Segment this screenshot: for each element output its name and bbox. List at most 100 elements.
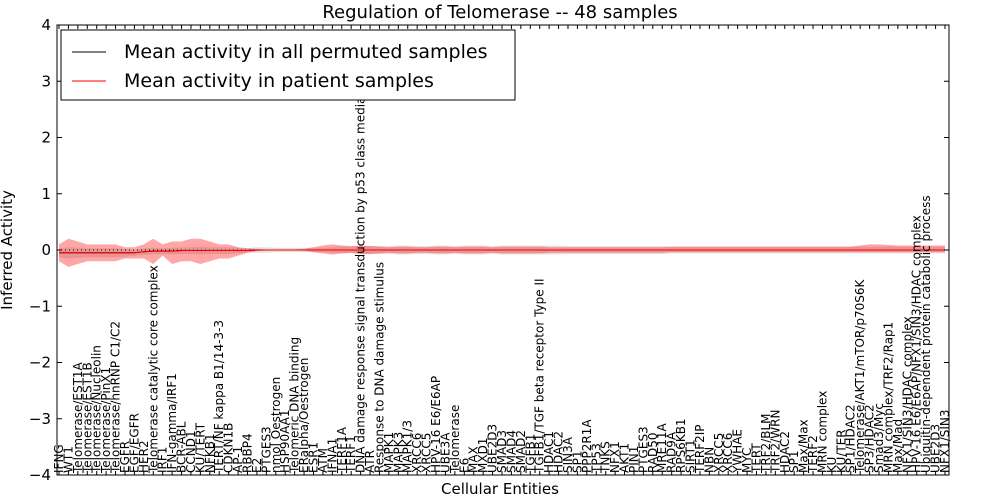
legend-box — [60, 29, 516, 101]
x-tick-label: TERF1A — [335, 426, 349, 474]
x-tick-label: SMAD4 — [504, 430, 518, 473]
y-axis-label: Inferred Activity — [0, 190, 16, 310]
y-tick-label: 0 — [41, 241, 51, 259]
y-tick-label: 3 — [41, 72, 51, 90]
x-tick-label: Telomerase catalytic core complex — [146, 265, 160, 474]
x-tick-label: Telomeric DNA binding — [288, 337, 302, 474]
x-tick-label: CDKN1B — [222, 423, 236, 473]
chart-title: Regulation of Telomerase -- 48 samples — [322, 2, 677, 23]
x-axis-label: Cellular Entities — [441, 480, 559, 498]
legend: Mean activity in all permuted samples Mea… — [60, 29, 516, 101]
x-tick-label: E6 — [457, 458, 471, 473]
x-tick-label: XRCC5 — [712, 433, 726, 473]
x-tick-label: AKT1 — [618, 443, 632, 473]
x-tick-label: Telomerase — [448, 405, 462, 474]
y-tick-label: −3 — [29, 410, 51, 428]
x-tick-label: MRN complex — [815, 391, 829, 473]
x-tick-label: TGFB1/TGF beta receptor Type II — [533, 278, 547, 474]
x-tick-label: KU/TERT — [193, 422, 207, 473]
x-tick-label: SP3/HDAC2 — [863, 404, 877, 473]
x-tick-label: TERF2 — [806, 435, 820, 474]
x-tick-label: RPS6KB1 — [674, 418, 688, 473]
x-tick-label: SMAD3 — [495, 430, 509, 473]
x-tick-label: XRCC5 — [420, 433, 434, 473]
x-tick-label: HER2 — [137, 440, 151, 473]
x-tick-label: DNA damage response signal transduction … — [354, 80, 368, 473]
x-tick-label: MXD1 — [476, 438, 490, 473]
x-tick-label: MYC — [740, 448, 754, 473]
patient-range-band — [59, 238, 945, 267]
x-tick-label: KU — [825, 457, 839, 473]
x-tick-label: YWHAE — [731, 429, 745, 474]
x-tick-label: TRF2/WRN — [768, 410, 782, 474]
x-tick-label: BCR-ABL — [175, 421, 189, 473]
x-tick-label: IFNA1 — [325, 438, 339, 473]
x-tick-label: SP1/HDAC2 — [844, 404, 858, 473]
x-tick-label: HPV-16 E6/E6AP — [429, 376, 443, 473]
x-tick-label: HSP90AA1 — [278, 409, 292, 473]
x-tick-label: MAPK1/3 — [401, 420, 415, 473]
x-tick-label: XRCC6 — [721, 433, 735, 473]
x-tick-label: Telomerase/PinX1 — [99, 367, 113, 474]
x-tick-label: AP-1 — [231, 446, 245, 473]
x-tick-label: NFX1 — [608, 441, 622, 473]
y-tick-label: 2 — [41, 129, 51, 147]
x-tick-label: RBBP4 — [241, 433, 255, 473]
x-tick-label: ERalpha/Oestrogen — [297, 358, 311, 473]
x-tick-label: TERF2IP — [693, 424, 707, 474]
x-tick-label: TNKS — [599, 441, 613, 474]
x-tick-label: ESR1 — [306, 442, 320, 473]
x-tick-label: TERT/NF kappa B1/14-3-3 — [212, 320, 226, 474]
x-tick-label: SIRT1 — [684, 439, 698, 473]
x-tick-label: MRE11A — [655, 422, 669, 473]
x-tick-label: KU/TER — [834, 429, 848, 473]
x-tick-label: ATR — [363, 450, 377, 473]
patient-mean-line — [59, 249, 945, 254]
legend-label: Mean activity in patient samples — [124, 70, 434, 92]
x-tick-label: SMAD2 — [514, 430, 528, 473]
x-tick-label: E2 — [250, 458, 264, 473]
x-tick-label: Max/Mad — [891, 419, 905, 473]
x-tick-label: MAPK3 — [391, 432, 405, 473]
legend-label: Mean activity in all permuted samples — [124, 41, 487, 63]
x-tick-label: HDAC1 — [542, 431, 556, 473]
y-tick-label: −1 — [29, 297, 51, 315]
y-tick-label: 1 — [41, 185, 51, 203]
x-tick-label: PIN1 — [627, 446, 641, 473]
y-tick-label: −2 — [29, 354, 51, 372]
x-tick-label: MAPK1 — [382, 432, 396, 473]
x-tick-label: CCND1 — [184, 430, 198, 473]
x-tick-label: Response to DNA damage stimulus — [372, 262, 386, 473]
x-tick-label: RAD9A — [665, 431, 679, 473]
x-tick-label: HDAC2 — [778, 431, 792, 473]
x-tick-label: TRF2/BLM — [759, 413, 773, 474]
x-tick-label: TP53 — [589, 443, 603, 474]
x-tick-label: EGF/EGFR — [127, 413, 141, 473]
x-tick-label: Telomerase/hnRNP C1/C2 — [109, 321, 123, 474]
x-tick-label: TERF1 — [344, 435, 358, 474]
x-tick-label: Telomerase/Nucleolin — [90, 345, 104, 474]
x-tick-label: NFX1/SIN3/HDAC complex — [900, 316, 914, 473]
y-tick-label: −4 — [29, 466, 51, 484]
x-tick-label: IRF1 — [156, 447, 170, 473]
x-tick-label: MAX — [467, 446, 481, 473]
x-tick-label: UBE3A — [438, 432, 452, 473]
x-tick-label: ATM — [316, 448, 330, 473]
y-tick-label: 4 — [41, 16, 51, 34]
x-tick-label: RAD50 — [646, 432, 660, 473]
x-tick-label: Telomerase/AKT1/mTOR/p70S6K — [853, 278, 867, 474]
x-tick-label: PTGES3 — [259, 426, 273, 473]
x-tick-label: PPP2R1A — [580, 419, 594, 473]
x-tick-label: HPV-16 E6/E6AP/NFX1/SIN3/HDAC complex — [910, 215, 924, 473]
x-tick-label: NBN — [702, 447, 716, 473]
x-tick-label: SIN3A — [561, 436, 575, 473]
x-tick-label: PTGES3 — [636, 426, 650, 473]
x-tick-label: Ubiquitin-dependent protein catabolic pr… — [919, 195, 933, 473]
x-tick-label: Max/Max — [797, 419, 811, 473]
x-tick-label: SP1 — [787, 451, 801, 474]
x-tick-label: NFX1/SIN3 — [938, 409, 952, 473]
x-tick-label: HDAC2 — [552, 431, 566, 473]
x-tick-label: Telomerase/EST1B — [80, 362, 94, 474]
x-tick-label: NFKB1 — [203, 433, 217, 473]
